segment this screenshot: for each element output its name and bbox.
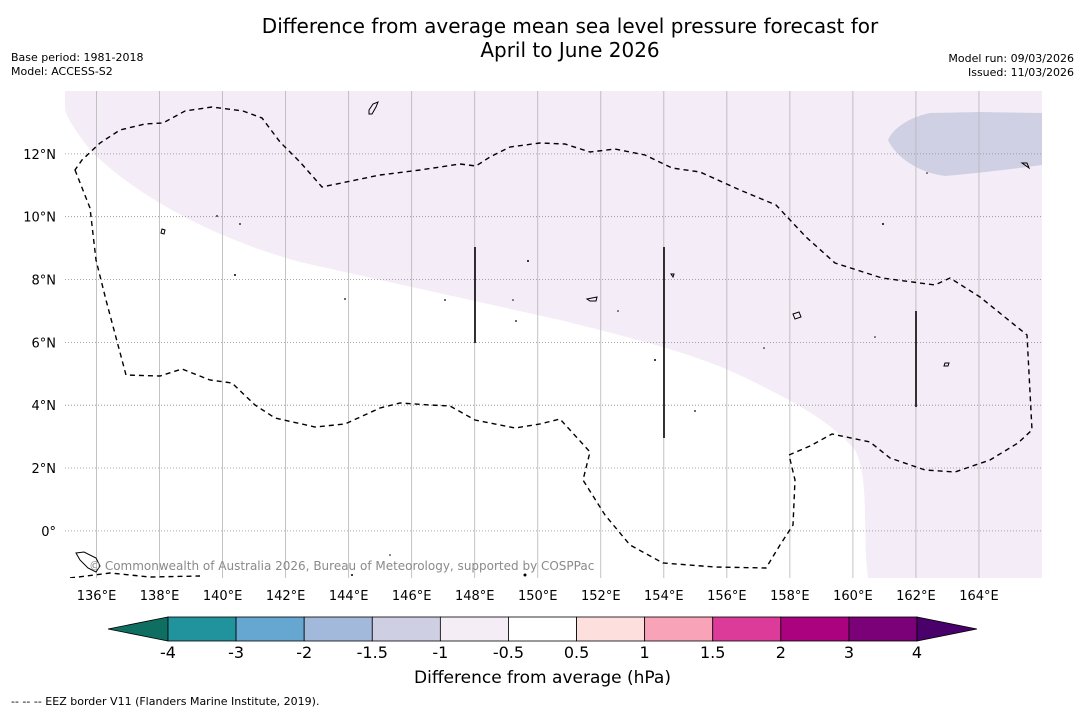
colorbar-label: 1.5: [700, 643, 725, 662]
colorbar-segment: [848, 616, 918, 642]
atoll-dots: [216, 172, 928, 577]
colorbar-segment: [439, 616, 509, 642]
colorbar-label: -1: [432, 643, 448, 662]
atoll: [882, 223, 884, 225]
model-run: Model run: 09/03/2026: [948, 52, 1074, 65]
colorbar-segment: [508, 616, 577, 642]
parallel-gridlines: [65, 153, 1042, 532]
longitude-label: 136°E: [77, 589, 117, 604]
colorbar-title: Difference from average (hPa): [414, 668, 671, 688]
longitude-labels: 136°E 138°E 140°E 142°E 144°E 146°E 148°E 150°E…: [77, 589, 999, 604]
map-title: Difference from average mean sea level p…: [0, 14, 1085, 62]
colorbar-segment: [780, 616, 850, 642]
colorbar-segment: [303, 616, 373, 642]
island-guam: [368, 101, 379, 115]
colorbar-segment: [576, 616, 646, 642]
latitude-label: 2°N: [32, 462, 57, 477]
eez-footnote: -- -- -- EEZ border V11 (Flanders Marine…: [11, 695, 320, 708]
longitude-label: 156°E: [707, 589, 747, 604]
island-small-1: [670, 273, 675, 279]
colorbar-label: 0.5: [564, 643, 589, 662]
longitude-label: 160°E: [833, 589, 873, 604]
colorbar-segment: [371, 616, 441, 642]
eez-border-png: [69, 572, 201, 578]
atoll: [694, 410, 696, 412]
map-area: © Commonwealth of Australia 2026, Bureau…: [65, 91, 1042, 578]
colorbar-segment: [235, 616, 305, 642]
colorbar-segment: [167, 616, 237, 642]
longitude-label: 146°E: [392, 589, 432, 604]
islands: [75, 101, 1031, 573]
longitude-label: 140°E: [203, 589, 243, 604]
atoll: [874, 336, 876, 338]
atoll: [389, 554, 391, 556]
latitude-label: 4°N: [32, 399, 57, 414]
atoll: [444, 299, 446, 301]
colorbar-segment: [712, 616, 782, 642]
issued-date: Issued: 11/03/2026: [967, 66, 1074, 79]
island-yap: [160, 228, 166, 235]
island-north-east: [1020, 162, 1031, 170]
longitude-label: 150°E: [518, 589, 558, 604]
atoll: [216, 215, 218, 217]
atoll: [515, 320, 517, 322]
longitude-label: 138°E: [140, 589, 180, 604]
atoll: [344, 298, 346, 300]
colorbar-label: 2: [776, 643, 786, 662]
atoll: [763, 347, 765, 349]
colorbar-label: 1: [640, 643, 650, 662]
latitude-label: 8°N: [32, 274, 57, 289]
copyright-text: © Commonwealth of Australia 2026, Bureau…: [89, 559, 594, 573]
latitude-label: 0°: [41, 525, 56, 540]
island-chuuk: [585, 296, 598, 302]
colorbar: [107, 616, 978, 642]
colorbar-label: -0.5: [493, 643, 524, 662]
longitude-label: 144°E: [329, 589, 369, 604]
atoll: [527, 260, 529, 262]
colorbar-label: -4: [160, 643, 176, 662]
atoll: [926, 172, 928, 174]
meta-left: Base period: 1981-2018 Model: ACCESS-S2: [11, 51, 143, 79]
latitude-labels: 12°N 10°N 8°N 6°N 4°N 2°N 0°: [23, 148, 56, 540]
atoll: [234, 274, 236, 276]
colorbar-extend-high: [916, 616, 978, 642]
longitude-label: 162°E: [896, 589, 936, 604]
atoll: [512, 299, 514, 301]
latitude-label: 6°N: [32, 336, 57, 351]
longitude-label: 154°E: [644, 589, 684, 604]
colorbar-labels: -4 -3 -2 -1.5 -1 -0.5 0.5 1 1.5 2 3 4: [160, 643, 922, 662]
island-pohnpei: [792, 311, 802, 320]
colorbar-label: 3: [844, 643, 854, 662]
anomaly-region-dark: [888, 112, 1042, 176]
colorbar-label: -1.5: [357, 643, 388, 662]
longitude-label: 148°E: [455, 589, 495, 604]
base-period: Base period: 1981-2018: [11, 51, 144, 64]
atoll: [351, 574, 353, 576]
model-name: Model: ACCESS-S2: [11, 65, 113, 78]
island-new-guinea: [75, 551, 101, 573]
colorbar-label: 4: [912, 643, 922, 662]
atoll: [523, 573, 527, 577]
island-kosrae: [943, 362, 950, 367]
longitude-label: 152°E: [581, 589, 621, 604]
latitude-label: 10°N: [23, 211, 56, 226]
longitude-label: 142°E: [266, 589, 306, 604]
atoll: [239, 223, 241, 225]
colorbar-extend-low: [107, 616, 169, 642]
latitude-label: 12°N: [23, 148, 56, 163]
colorbar-label: -3: [228, 643, 244, 662]
anomaly-region-light: [65, 91, 1042, 578]
longitude-label: 158°E: [770, 589, 810, 604]
title-line-1: Difference from average mean sea level p…: [261, 14, 879, 38]
colorbar-segment: [644, 616, 714, 642]
atoll: [617, 310, 619, 312]
title-line-2: April to June 2026: [480, 38, 660, 62]
meta-right: Model run: 09/03/2026 Issued: 11/03/2026: [948, 52, 1074, 80]
atoll: [654, 359, 656, 361]
colorbar-label: -2: [296, 643, 312, 662]
longitude-label: 164°E: [959, 589, 999, 604]
